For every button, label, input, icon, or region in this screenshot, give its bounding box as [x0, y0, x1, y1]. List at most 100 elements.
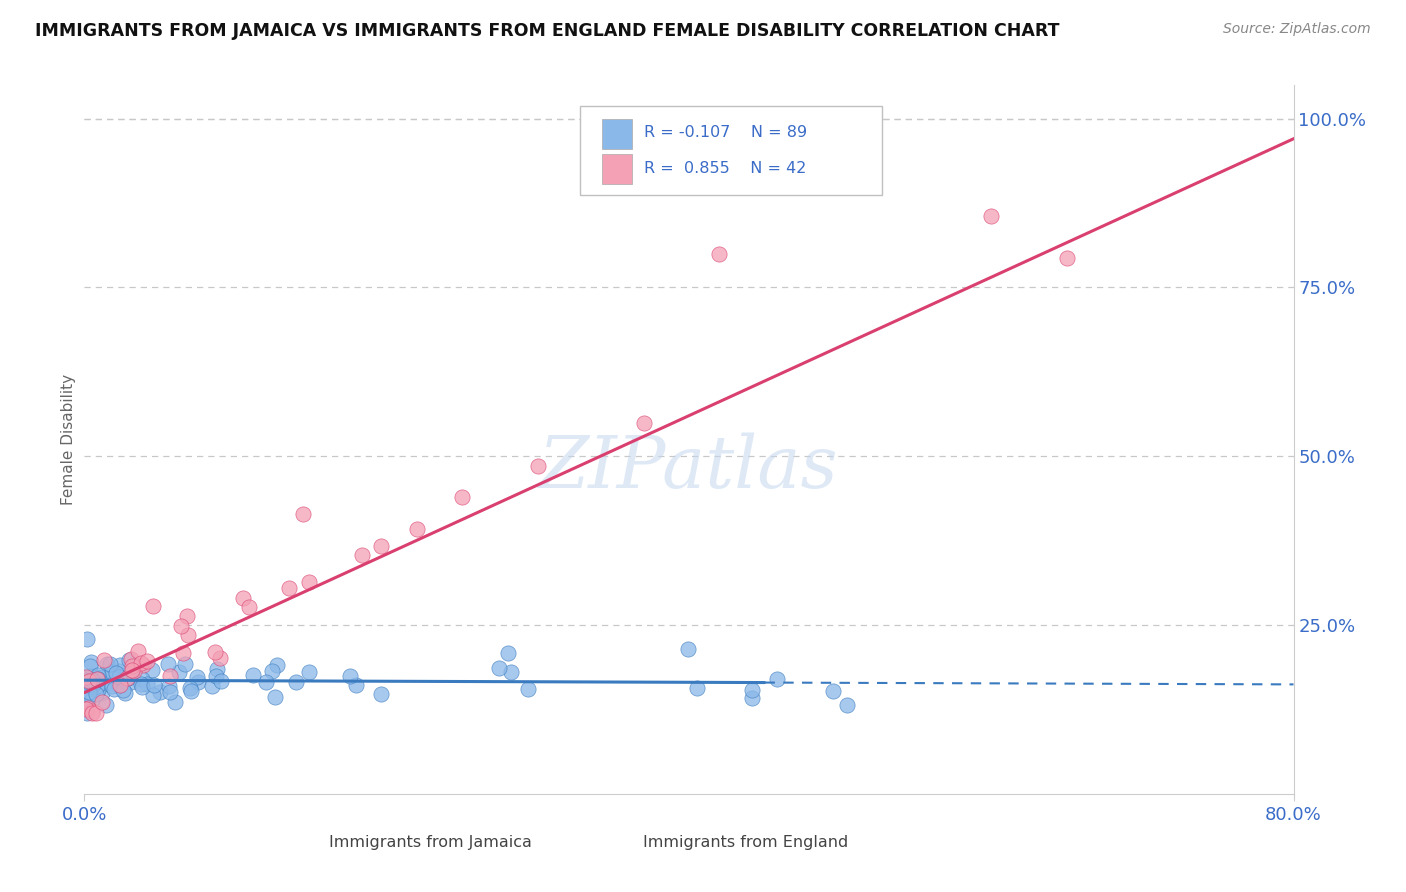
Point: [179, 681, 201, 696]
Point: [121, 659, 143, 673]
Point: [122, 662, 145, 676]
Point: [187, 675, 209, 690]
Point: [90, 670, 112, 684]
Point: [266, 658, 288, 673]
Point: [142, 678, 165, 692]
Point: [96, 657, 118, 671]
Point: [118, 653, 141, 667]
Point: [173, 657, 195, 672]
Point: [84, 706, 107, 720]
Point: [837, 698, 859, 712]
Point: [292, 508, 315, 522]
Point: [86, 672, 108, 686]
Point: [180, 684, 202, 698]
Point: [108, 658, 131, 673]
Point: [75, 678, 97, 692]
Point: [80, 680, 103, 694]
Point: [254, 674, 277, 689]
Point: [75, 673, 97, 688]
Point: [82, 673, 104, 688]
Point: [77, 675, 100, 690]
Point: [129, 677, 152, 691]
Point: [156, 657, 179, 672]
Point: [108, 679, 131, 693]
Point: [980, 210, 1002, 224]
Point: [159, 669, 181, 683]
Point: [98, 657, 121, 671]
FancyBboxPatch shape: [581, 106, 883, 194]
Point: [741, 683, 763, 698]
Point: [406, 522, 429, 536]
Point: [91, 695, 114, 709]
Point: [135, 654, 157, 668]
Point: [131, 680, 153, 694]
Point: [451, 490, 474, 504]
Point: [120, 674, 142, 689]
Point: [114, 686, 136, 700]
Point: [94, 676, 117, 690]
Point: [172, 646, 194, 660]
Point: [165, 695, 187, 709]
Point: [129, 656, 152, 670]
Point: [79, 659, 101, 673]
Point: [77, 701, 100, 715]
Point: [242, 668, 264, 682]
Point: [91, 686, 114, 700]
Bar: [297, 831, 322, 855]
Point: [82, 706, 104, 720]
Point: [76, 706, 98, 720]
Point: [131, 672, 153, 686]
Point: [142, 599, 165, 613]
Bar: [602, 154, 633, 184]
Point: [76, 632, 98, 647]
Text: Immigrants from England: Immigrants from England: [643, 835, 848, 849]
Point: [87, 683, 110, 698]
Point: [101, 665, 124, 679]
Bar: [602, 119, 633, 149]
Point: [121, 665, 143, 679]
Point: [205, 669, 228, 683]
Point: [80, 677, 103, 691]
Point: [204, 645, 226, 659]
Text: ZIPatlas: ZIPatlas: [538, 433, 839, 503]
Bar: [610, 831, 637, 855]
Point: [101, 679, 124, 693]
Point: [75, 702, 97, 716]
Point: [170, 619, 193, 633]
Point: [86, 670, 108, 684]
Point: [209, 673, 232, 688]
Point: [127, 644, 149, 658]
Point: [284, 675, 307, 690]
Point: [297, 665, 319, 679]
Point: [821, 684, 844, 698]
Point: [75, 670, 97, 684]
Point: [167, 665, 190, 679]
Point: [344, 678, 367, 692]
Point: [108, 664, 131, 678]
Point: [93, 652, 115, 666]
Point: [488, 660, 510, 674]
Point: [86, 679, 108, 693]
Text: Immigrants from Jamaica: Immigrants from Jamaica: [329, 835, 531, 849]
Point: [709, 246, 731, 260]
Point: [352, 548, 374, 562]
Point: [80, 655, 103, 669]
Point: [77, 685, 100, 699]
Point: [110, 678, 132, 692]
Point: [75, 690, 97, 705]
Point: [201, 679, 224, 693]
Text: Source: ZipAtlas.com: Source: ZipAtlas.com: [1223, 22, 1371, 37]
Point: [80, 691, 103, 706]
Y-axis label: Female Disability: Female Disability: [60, 374, 76, 505]
Point: [77, 673, 100, 688]
Point: [262, 664, 284, 678]
Text: IMMIGRANTS FROM JAMAICA VS IMMIGRANTS FROM ENGLAND FEMALE DISABILITY CORRELATION: IMMIGRANTS FROM JAMAICA VS IMMIGRANTS FR…: [35, 22, 1060, 40]
Point: [741, 690, 763, 705]
Point: [80, 669, 103, 683]
Point: [115, 671, 138, 685]
Point: [339, 669, 361, 683]
Point: [112, 683, 135, 698]
Point: [766, 672, 789, 686]
Point: [277, 581, 299, 595]
Point: [84, 687, 107, 701]
